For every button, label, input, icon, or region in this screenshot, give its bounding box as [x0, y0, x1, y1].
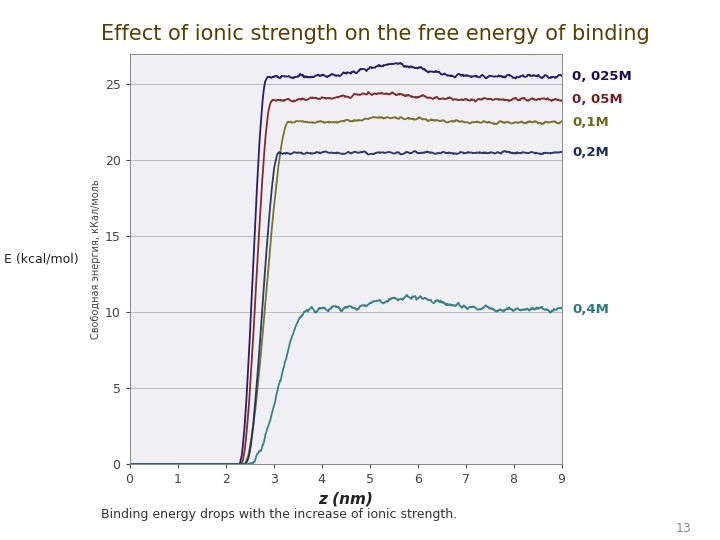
Text: 0,2M: 0,2M [572, 146, 609, 159]
Text: 0, 025M: 0, 025M [572, 70, 632, 83]
Text: 0,1M: 0,1M [572, 116, 609, 129]
Text: E (kcal/mol): E (kcal/mol) [4, 253, 78, 266]
Y-axis label: Свободная энергия, кКал/моль: Свободная энергия, кКал/моль [91, 179, 101, 339]
Text: 0, 05M: 0, 05M [572, 93, 623, 106]
X-axis label: z (nm): z (nm) [318, 492, 373, 507]
Text: Binding energy drops with the increase of ionic strength.: Binding energy drops with the increase o… [101, 508, 457, 521]
Text: 0,4M: 0,4M [572, 303, 609, 316]
Text: Effect of ionic strength on the free energy of binding: Effect of ionic strength on the free ene… [101, 24, 649, 44]
Text: 13: 13 [675, 522, 691, 535]
